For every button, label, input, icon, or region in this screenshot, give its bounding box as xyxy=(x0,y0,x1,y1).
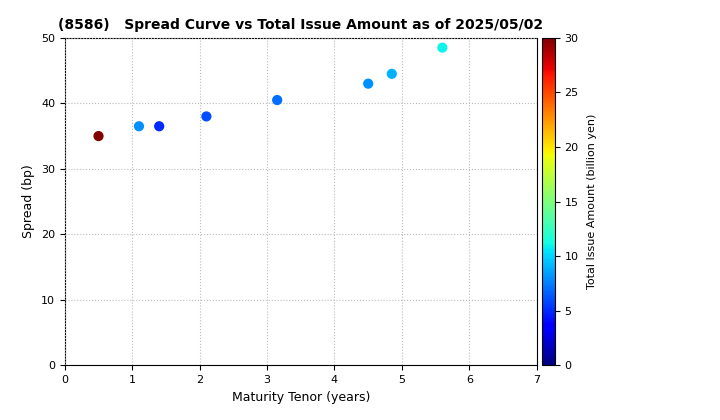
Point xyxy=(271,97,283,103)
Title: (8586)   Spread Curve vs Total Issue Amount as of 2025/05/02: (8586) Spread Curve vs Total Issue Amoun… xyxy=(58,18,544,32)
Point xyxy=(362,80,374,87)
Y-axis label: Total Issue Amount (billion yen): Total Issue Amount (billion yen) xyxy=(587,114,597,289)
Y-axis label: Spread (bp): Spread (bp) xyxy=(22,165,35,239)
Point xyxy=(436,44,448,51)
Point xyxy=(201,113,212,120)
Point xyxy=(386,71,397,77)
X-axis label: Maturity Tenor (years): Maturity Tenor (years) xyxy=(232,391,370,404)
Point xyxy=(133,123,145,130)
Point xyxy=(153,123,165,130)
Point xyxy=(93,133,104,139)
